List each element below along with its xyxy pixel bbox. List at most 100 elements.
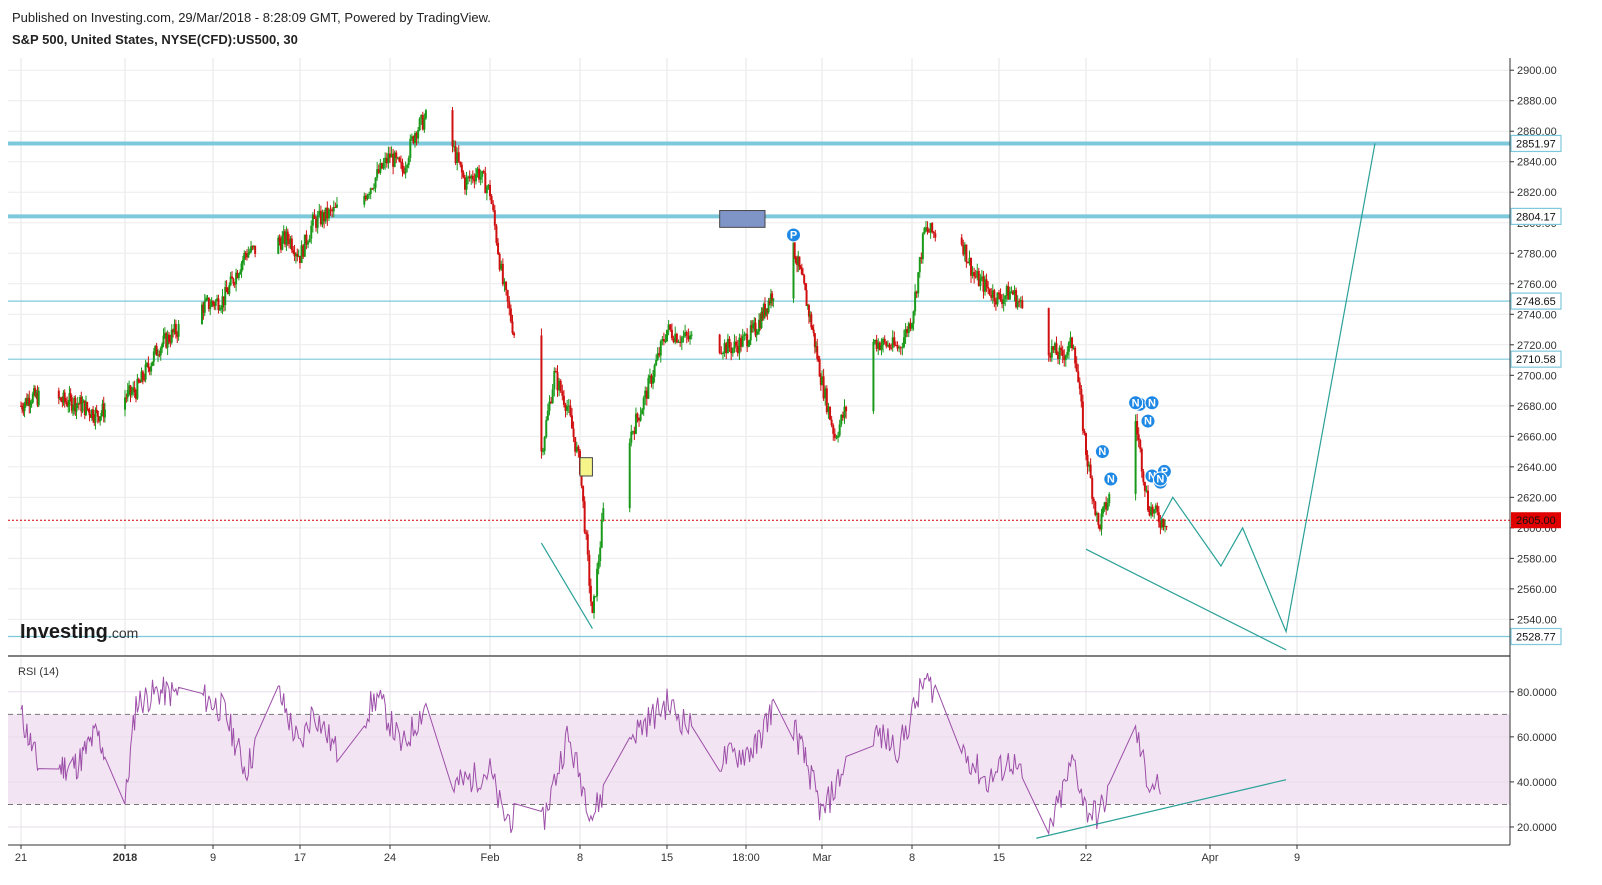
candle-body — [457, 152, 460, 162]
y-tick-label: 2840.00 — [1517, 157, 1557, 169]
time-axis[interactable]: 21 2018 9 17 24 Feb 8 15 18:00 Mar 8 15 22 Apr 9 — [15, 845, 1300, 864]
candle-body — [896, 345, 899, 349]
candle-body — [1072, 347, 1075, 349]
candle-body — [1001, 299, 1004, 305]
candle-body — [310, 225, 313, 239]
candle-body — [403, 171, 406, 174]
candle-body — [243, 252, 246, 260]
candle-body — [509, 308, 512, 322]
candle-body — [888, 344, 891, 348]
candle-body — [970, 257, 973, 276]
candle-body — [880, 345, 883, 350]
candle-body — [366, 195, 369, 200]
candle-body — [277, 237, 280, 254]
rsi-tick-label: 40.0000 — [1517, 777, 1557, 789]
candle-body — [561, 391, 564, 396]
candle-body — [934, 233, 937, 238]
candle-body — [377, 169, 380, 173]
candle-body — [926, 227, 929, 232]
candle-body — [1075, 363, 1078, 372]
candle-body — [102, 403, 105, 418]
candle-body — [639, 414, 642, 421]
candle-body — [628, 442, 631, 509]
candle-body — [407, 158, 410, 166]
candle-body — [409, 138, 412, 159]
candle-body — [217, 298, 220, 311]
candle-body — [807, 305, 810, 317]
candle-body — [1074, 347, 1077, 364]
candle-body — [813, 333, 816, 348]
y-tick-label: 2880.00 — [1517, 96, 1557, 108]
candle-body — [421, 114, 424, 130]
rsi-tick-label: 60.0000 — [1517, 732, 1557, 744]
candle-body — [985, 279, 988, 287]
candle-body — [22, 409, 25, 412]
candle-body — [656, 353, 659, 360]
rsi-pane[interactable]: RSI (14) — [8, 658, 1510, 845]
rsi-band — [8, 714, 1510, 805]
candle-body — [144, 364, 147, 380]
x-tick-label: 22 — [1080, 852, 1092, 864]
candle-body — [914, 291, 917, 312]
candle-body — [835, 437, 838, 439]
candle-body — [100, 413, 103, 417]
candle-body — [294, 254, 297, 257]
candle-body — [805, 290, 808, 307]
x-tick-label: 18:00 — [732, 852, 760, 864]
candle-body — [505, 281, 508, 291]
candle-body — [86, 402, 89, 409]
x-tick-label: Feb — [481, 852, 500, 864]
candle-body — [244, 252, 247, 254]
candle-body — [226, 292, 229, 294]
candle-body — [68, 393, 71, 406]
candle-body — [418, 118, 421, 131]
price-pane[interactable]: PNNNNNNNNPN — [8, 58, 1510, 656]
candle-body — [1088, 464, 1091, 467]
candle-body — [1066, 351, 1069, 356]
candle-body — [799, 266, 802, 269]
candle-body — [917, 272, 920, 294]
candle-body — [212, 301, 214, 304]
candle-body — [1134, 421, 1137, 494]
candle-body — [548, 401, 551, 411]
candle-body — [638, 417, 641, 421]
candle-body — [832, 425, 835, 434]
candle-body — [374, 177, 377, 188]
candle-body — [135, 392, 137, 399]
candle-body — [233, 283, 236, 285]
vertical-gridlines — [20, 58, 1298, 656]
candle-body — [404, 167, 407, 174]
candle-body — [103, 409, 106, 418]
rsi-axis[interactable]: 80.0000 60.0000 40.0000 20.0000 — [1510, 687, 1557, 834]
candle-body — [583, 501, 586, 533]
candle-body — [687, 335, 690, 340]
candle-body — [901, 347, 904, 349]
candle-body — [29, 403, 32, 407]
symbol-title: S&P 500, United States, NYSE(CFD):US500,… — [12, 32, 298, 47]
candle-body — [454, 146, 457, 163]
candle-body — [600, 520, 603, 548]
candle-body — [155, 345, 158, 356]
candle-body — [251, 246, 254, 248]
candle-body — [1005, 286, 1008, 296]
candle-body — [821, 376, 823, 385]
candle-body — [764, 303, 766, 316]
x-tick-label: 8 — [909, 852, 915, 864]
candle-body — [61, 401, 64, 403]
candle-body — [24, 398, 27, 405]
y-tick-label: 2900.00 — [1517, 65, 1557, 77]
candle-body — [636, 413, 639, 418]
candle-body — [564, 404, 567, 411]
candle-body — [36, 392, 39, 406]
candle-body — [27, 397, 30, 405]
candle-body — [542, 451, 545, 453]
candle-body — [147, 363, 150, 369]
candle-body — [157, 354, 159, 356]
candle-body — [154, 345, 157, 352]
candle-body — [809, 314, 812, 317]
event-marker-n — [1144, 395, 1160, 411]
candle-body — [797, 256, 800, 265]
candle-body — [316, 215, 319, 228]
candle-body — [137, 378, 140, 382]
